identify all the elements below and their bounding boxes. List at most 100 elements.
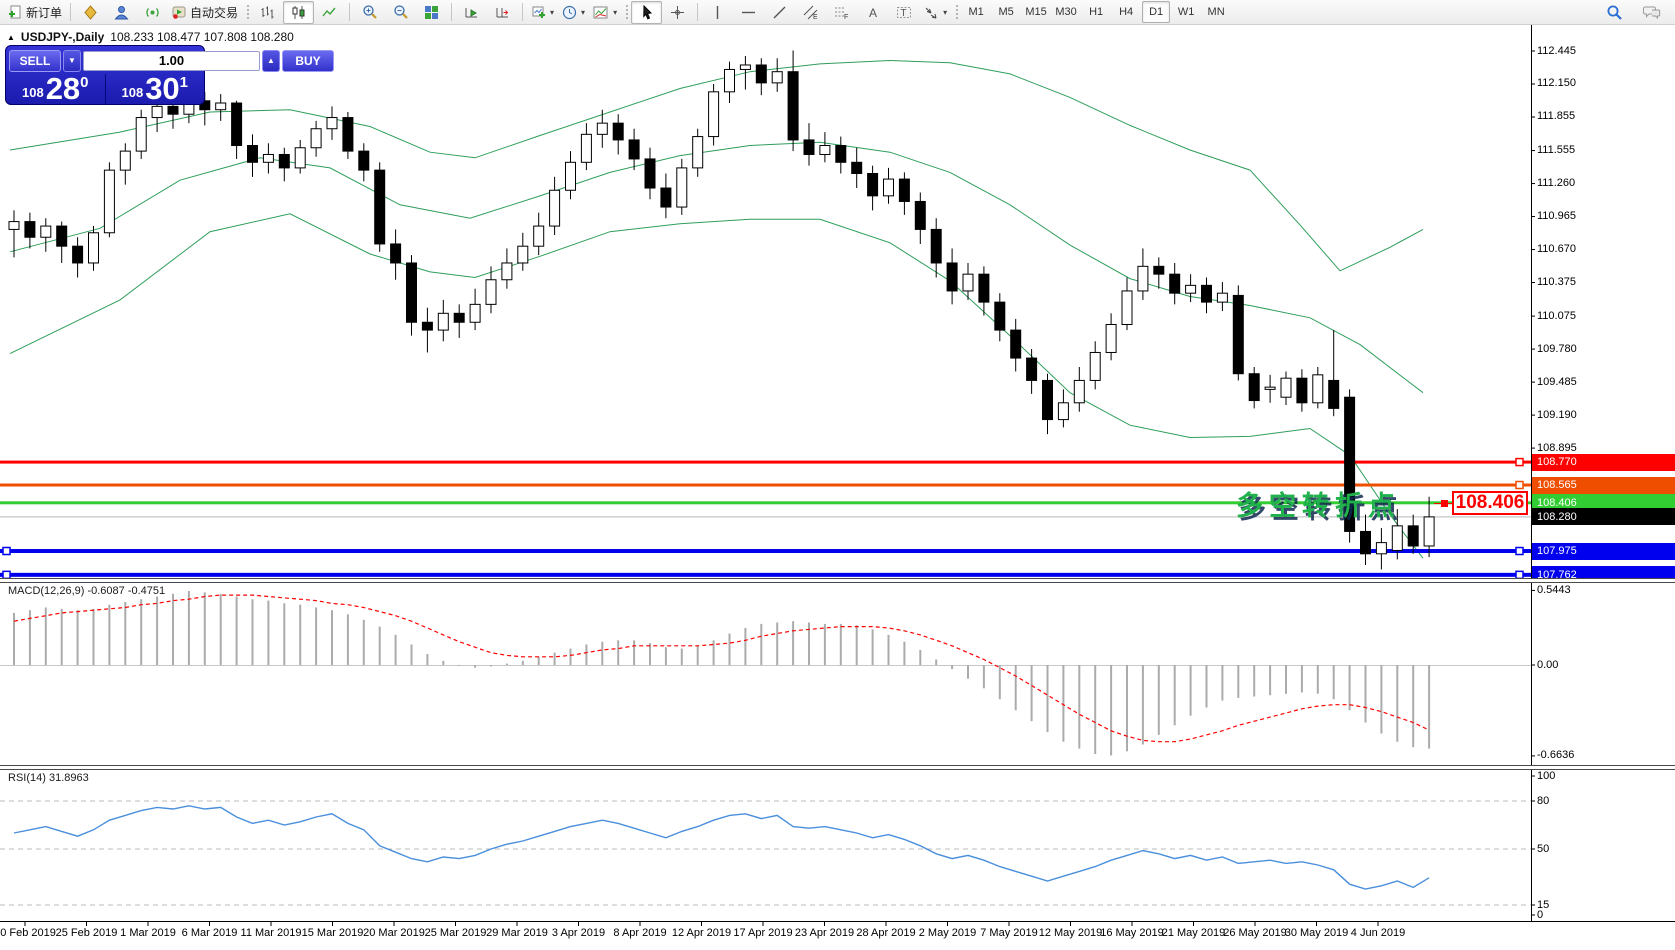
dropdown-caret-icon: ▾ bbox=[943, 7, 948, 17]
signals-button[interactable] bbox=[137, 1, 168, 24]
buy-price-figure: 108 bbox=[121, 85, 144, 100]
annotation-text[interactable]: 多空转折点 bbox=[1236, 491, 1401, 521]
price-badge-108.565: 108.565 bbox=[1532, 476, 1675, 494]
toolbar-separator bbox=[349, 3, 351, 21]
sell-price-point: 0 bbox=[80, 74, 89, 91]
crosshair-icon bbox=[671, 5, 685, 19]
cursor-button[interactable] bbox=[631, 0, 663, 24]
zoom-out-button[interactable] bbox=[385, 1, 416, 24]
crosshair-button[interactable] bbox=[662, 1, 693, 24]
rsi-pane bbox=[0, 800, 1531, 906]
vertical-line-button[interactable] bbox=[702, 1, 733, 24]
tile-windows-button[interactable] bbox=[416, 1, 447, 24]
volume-up-button[interactable]: ▲ bbox=[262, 49, 280, 72]
autotrading-button[interactable]: 自动交易 bbox=[168, 1, 242, 24]
timeframe-w1-button[interactable]: W1 bbox=[1177, 6, 1195, 18]
timeframe-m5-button[interactable]: M5 bbox=[998, 6, 1014, 18]
timeframe-m30-button[interactable]: M30 bbox=[1055, 6, 1077, 18]
volume-input[interactable] bbox=[83, 50, 260, 71]
trendline-button[interactable] bbox=[764, 1, 795, 24]
bollinger-lower-band bbox=[9, 213, 1424, 559]
auto-scroll-button[interactable] bbox=[456, 1, 487, 24]
new-order-icon bbox=[9, 5, 21, 18]
date-tick: 17 Apr 2019 bbox=[733, 927, 793, 939]
rsi-line bbox=[13, 805, 1430, 890]
indicators-button[interactable]: ▾ bbox=[589, 1, 621, 24]
resistance-line-2[interactable] bbox=[0, 483, 1531, 487]
date-tick: 12 May 2019 bbox=[1038, 927, 1103, 939]
toolbar-separator bbox=[451, 3, 453, 21]
collapse-chart-icon[interactable]: ▲ bbox=[7, 32, 15, 42]
macd-pane-separator[interactable] bbox=[0, 578, 1675, 583]
sell-button[interactable]: SELL bbox=[9, 49, 61, 72]
date-tick: 21 May 2019 bbox=[1161, 927, 1226, 939]
volume-down-button[interactable]: ▼ bbox=[63, 49, 81, 72]
search-button[interactable] bbox=[1599, 1, 1630, 24]
fibonacci-button[interactable]: F bbox=[826, 1, 857, 24]
date-tick: 7 May 2019 bbox=[980, 927, 1038, 939]
price-tick: 111.260 bbox=[1537, 177, 1576, 190]
ohlc-values: 108.233 108.477 107.808 108.280 bbox=[110, 30, 294, 44]
buy-button[interactable]: BUY bbox=[282, 49, 334, 72]
date-tick: 23 Apr 2019 bbox=[794, 927, 855, 939]
new-order-label: 新订单 bbox=[26, 5, 63, 20]
bar-chart-button[interactable] bbox=[252, 1, 283, 24]
candlestick-chart-button[interactable] bbox=[283, 0, 315, 24]
zoom-in-button[interactable] bbox=[354, 1, 385, 24]
resistance-line-2-handle[interactable] bbox=[1515, 480, 1524, 490]
sell-price[interactable]: 108 28 0 bbox=[6, 72, 105, 104]
dropdown-caret-icon: ▾ bbox=[613, 7, 618, 17]
rsi-pane-separator[interactable] bbox=[0, 765, 1675, 770]
resistance-line-1[interactable] bbox=[0, 460, 1531, 464]
date-tick: 30 May 2019 bbox=[1284, 927, 1349, 939]
toolbar-grip bbox=[624, 3, 629, 21]
price-tick: 110.375 bbox=[1537, 276, 1576, 289]
bid-price-line[interactable] bbox=[0, 516, 1531, 518]
chart-frames bbox=[0, 25, 1675, 922]
line-chart-button[interactable] bbox=[314, 1, 345, 24]
price-tick: 109.190 bbox=[1537, 408, 1577, 421]
timeframe-group: M1 M5 M15 M30 H1 H4 D1 W1 MN bbox=[961, 1, 1231, 23]
callout-anchor-handle[interactable] bbox=[1441, 500, 1448, 507]
shapes-button[interactable]: ▾ bbox=[919, 1, 951, 24]
support-line-1[interactable] bbox=[0, 549, 1531, 554]
horizontal-line-button[interactable] bbox=[733, 1, 764, 24]
timeframe-m15-button[interactable]: M15 bbox=[1025, 6, 1047, 18]
chat-button[interactable] bbox=[1636, 1, 1667, 24]
timeframe-h1-button[interactable]: H1 bbox=[1089, 6, 1104, 18]
price-tick: 108.895 bbox=[1537, 441, 1577, 454]
autotrading-label: 自动交易 bbox=[190, 5, 239, 20]
toolbar-separator bbox=[522, 3, 524, 21]
signals-icon bbox=[146, 7, 159, 17]
profiles-button[interactable]: ▾ bbox=[558, 1, 589, 24]
timeframe-d1-button[interactable]: D1 bbox=[1142, 1, 1171, 23]
timeframe-mn-button[interactable]: MN bbox=[1207, 6, 1225, 18]
price-tick: 112.150 bbox=[1537, 77, 1576, 90]
text-label-button[interactable]: T bbox=[888, 1, 919, 24]
new-chart-button[interactable]: ▾ bbox=[527, 1, 558, 24]
new-order-button[interactable]: 新订单 bbox=[4, 1, 66, 24]
text-button[interactable]: A bbox=[857, 1, 888, 24]
one-click-trading-panel: SELL ▼ ▲ BUY 108 28 0 108 30 1 bbox=[5, 45, 334, 105]
text-label-icon: T bbox=[896, 6, 911, 19]
price-callout-box[interactable]: 108.406 bbox=[1452, 491, 1528, 515]
market-watch-button[interactable] bbox=[75, 1, 106, 24]
date-tick: 16 May 2019 bbox=[1100, 927, 1164, 939]
resistance-line-1-handle[interactable] bbox=[1515, 457, 1524, 467]
candlestick-chart-icon bbox=[292, 5, 305, 19]
chart-shift-button[interactable] bbox=[487, 1, 518, 24]
buy-price[interactable]: 108 30 1 bbox=[106, 72, 205, 104]
support-line-1-handle[interactable] bbox=[1515, 546, 1524, 556]
chat-icon bbox=[1642, 6, 1660, 20]
channel-button[interactable]: E bbox=[795, 1, 826, 24]
pivot-line[interactable] bbox=[0, 501, 1531, 505]
support-line-2[interactable] bbox=[0, 572, 1531, 577]
navigator-button[interactable] bbox=[106, 1, 137, 24]
support-line-1-handle[interactable] bbox=[2, 546, 11, 556]
price-tick: 111.855 bbox=[1537, 110, 1576, 123]
timeframe-h4-button[interactable]: H4 bbox=[1119, 6, 1134, 18]
sell-price-figure: 108 bbox=[21, 85, 44, 100]
main-toolbar: 新订单 自动交易 ▾ ▾ bbox=[0, 0, 1675, 25]
timeframe-m1-button[interactable]: M1 bbox=[968, 6, 984, 18]
